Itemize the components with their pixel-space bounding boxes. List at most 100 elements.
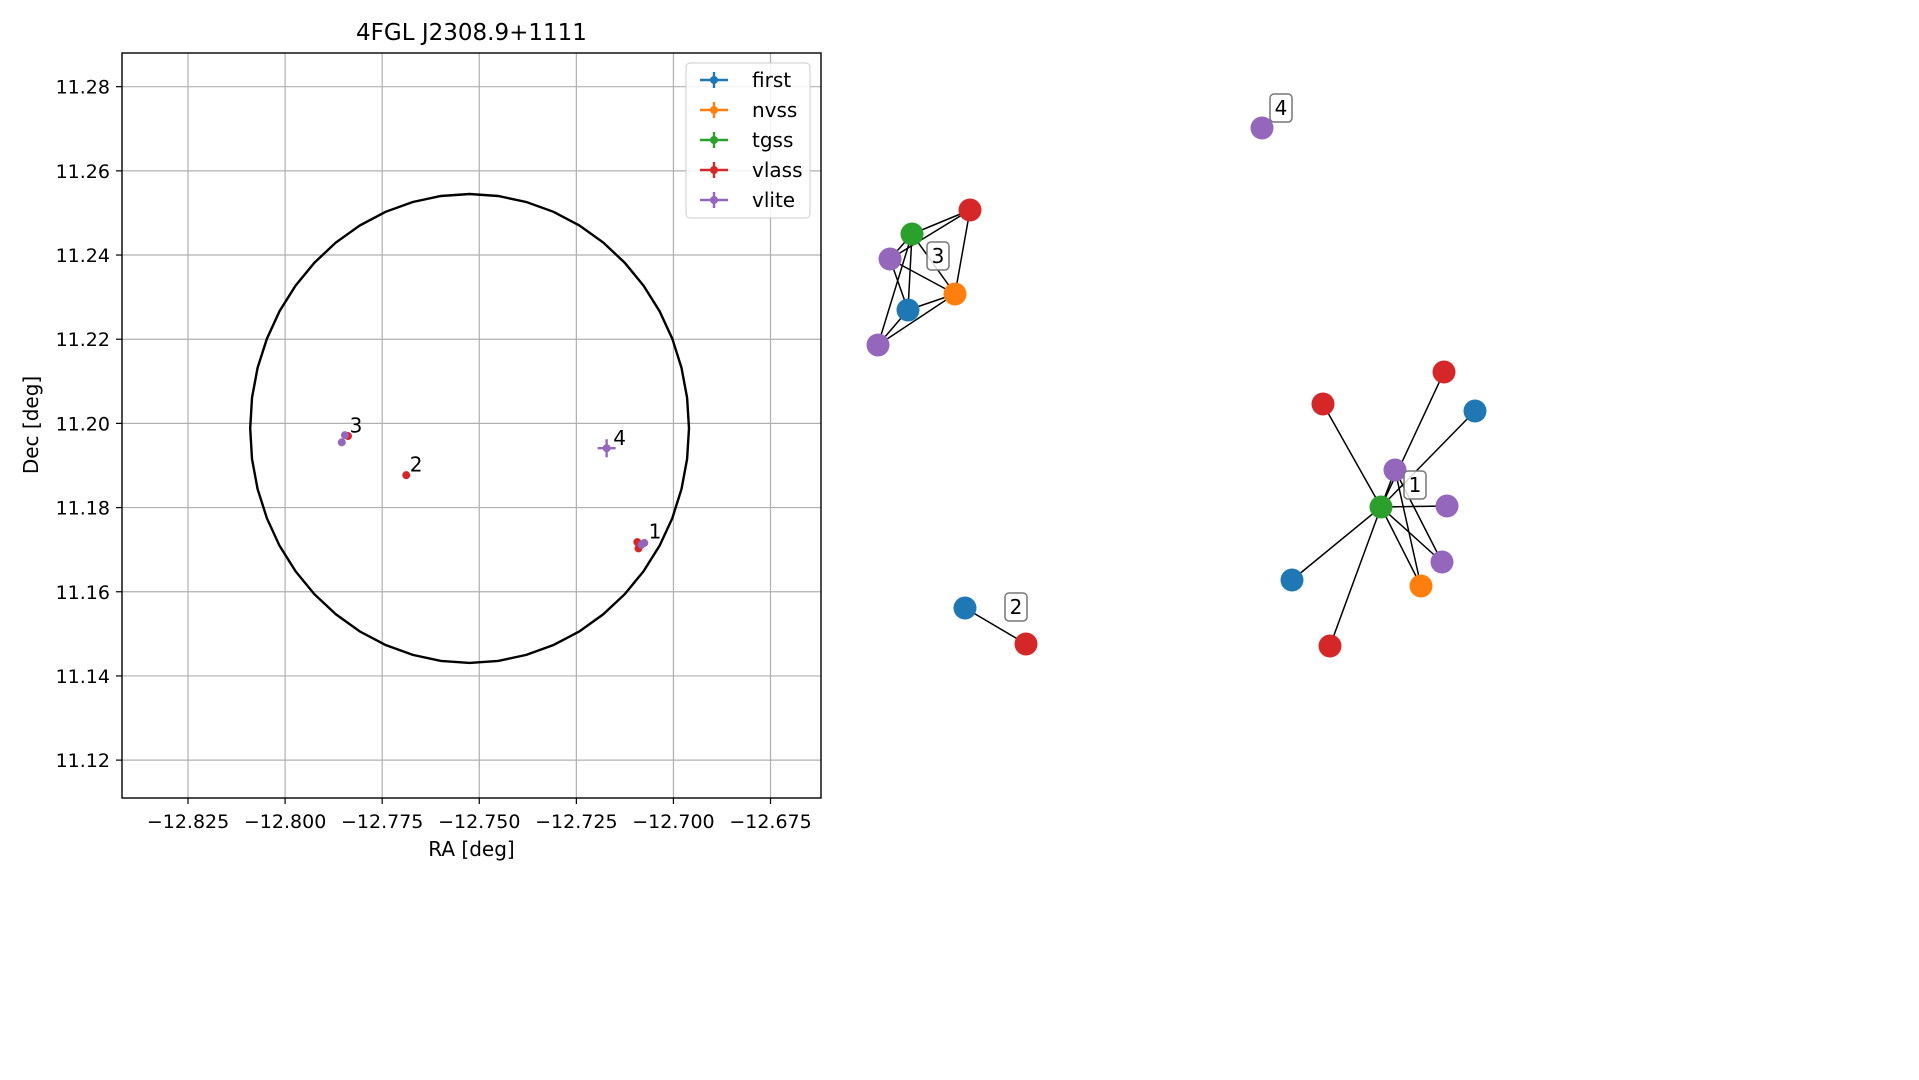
x-ticks: −12.825 −12.800 −12.775 −12.750 −12.725 −12.7…	[147, 798, 812, 833]
source-point-vlite	[340, 431, 349, 440]
x-axis-label: RA [deg]	[428, 837, 514, 861]
network-label: 2	[1004, 592, 1028, 622]
y-tick-label: 11.16	[56, 582, 110, 604]
legend-marker-dot	[710, 76, 718, 84]
y-tick-label: 11.14	[56, 666, 110, 688]
network-node-first	[1280, 568, 1304, 592]
network-node-tgss	[1369, 495, 1393, 519]
y-axis-label: Dec [deg]	[19, 376, 43, 474]
network-edge	[1322, 403, 1382, 508]
network-label-box	[1269, 93, 1293, 123]
network-node-nvss	[943, 282, 967, 306]
network-edge	[907, 233, 913, 311]
y-tick-label: 11.28	[56, 77, 110, 99]
network-node-vlass	[1311, 392, 1335, 416]
source-annotation: 2	[410, 452, 423, 476]
source-annotation: 4	[613, 426, 626, 450]
network-node-vlite	[866, 333, 890, 357]
localization-ellipse	[248, 192, 691, 665]
y-tick-label: 11.22	[56, 329, 110, 351]
association-network: 3 2 4 1	[866, 93, 1487, 658]
legend-label-tgss: tgss	[752, 128, 793, 152]
x-tick-label: −12.675	[729, 811, 811, 833]
annotations-layer: 3 2 4 1	[350, 414, 662, 544]
y-tick-label: 11.12	[56, 750, 110, 772]
y-ticks: 11.12 11.14 11.16 11.18 11.20 11.22 11.24 11.26…	[56, 77, 122, 772]
x-tick-label: −12.725	[535, 811, 617, 833]
y-tick-label: 11.26	[56, 161, 110, 183]
y-tick-label: 11.20	[56, 413, 110, 435]
network-edge	[889, 209, 971, 260]
network-label-box	[1004, 592, 1028, 622]
network-label: 4	[1269, 93, 1293, 123]
network-node-vlite	[878, 247, 902, 271]
network-edges	[877, 209, 1476, 647]
source-point-vlass	[402, 471, 411, 480]
network-edge	[877, 293, 956, 346]
legend-box	[685, 62, 811, 219]
network-edge	[1380, 506, 1443, 563]
network-label-text: 1	[1409, 473, 1422, 497]
legend-marker-dot	[710, 166, 718, 174]
network-edge	[1380, 410, 1476, 508]
network-node-vlite	[1250, 116, 1274, 140]
network-label-box	[926, 241, 950, 271]
network-edge	[954, 209, 971, 295]
network-node-first	[953, 596, 977, 620]
chart-title: 4FGL J2308.9+1111	[356, 20, 587, 46]
source-annotation: 3	[350, 414, 363, 438]
network-node-vlass	[958, 198, 982, 222]
network-node-first	[1463, 399, 1487, 423]
network-edge	[1394, 469, 1422, 587]
network-edge	[1380, 371, 1445, 508]
network-node-vlite	[1383, 458, 1407, 482]
network-node-vlass	[1318, 634, 1342, 658]
x-tick-label: −12.700	[632, 811, 714, 833]
network-label-text: 3	[932, 244, 945, 268]
source-annotation: 1	[649, 520, 662, 544]
network-label: 3	[926, 241, 950, 271]
network-node-vlass	[1432, 360, 1456, 384]
source-point-vlite	[637, 540, 646, 549]
network-edge	[1329, 506, 1382, 647]
network-edge	[1291, 506, 1382, 581]
legend-marker-dot	[710, 136, 718, 144]
ellipse-layer	[248, 192, 691, 665]
legend-label-nvss: nvss	[752, 98, 797, 122]
x-tick-label: −12.775	[341, 811, 423, 833]
legend: first nvss tgss vlass vlite	[685, 62, 811, 219]
network-node-vlass	[1014, 632, 1038, 656]
source-point-vlite	[602, 444, 611, 453]
axes-frame	[121, 52, 822, 799]
network-edge	[964, 607, 1027, 645]
network-label: 1	[1403, 470, 1427, 500]
legend-label-first: first	[752, 68, 791, 92]
network-label-text: 4	[1275, 96, 1288, 120]
network-nodes	[866, 116, 1487, 658]
legend-marker-dot	[710, 196, 718, 204]
y-tick-label: 11.18	[56, 498, 110, 520]
x-tick-label: −12.825	[147, 811, 229, 833]
network-edge	[889, 258, 956, 295]
sky-position-chart: 3 2 4 1 −12.825 −12.800 −12.775 −12.750 −12.725…	[19, 20, 822, 861]
y-tick-label: 11.24	[56, 245, 110, 267]
network-labels: 3 2 4 1	[926, 93, 1427, 622]
legend-marker-dot	[710, 106, 718, 114]
network-node-tgss	[900, 222, 924, 246]
network-label-text: 2	[1010, 595, 1023, 619]
network-edge	[1394, 469, 1443, 563]
network-node-first	[896, 298, 920, 322]
points-layer	[337, 431, 649, 553]
network-node-vlite	[1435, 494, 1459, 518]
legend-label-vlite: vlite	[752, 188, 795, 212]
network-node-nvss	[1409, 574, 1433, 598]
network-label-box	[1403, 470, 1427, 500]
legend-label-vlass: vlass	[752, 158, 803, 182]
x-tick-label: −12.750	[438, 811, 520, 833]
network-edge	[1380, 506, 1422, 587]
network-edge	[877, 233, 913, 346]
x-tick-label: −12.800	[244, 811, 326, 833]
network-node-vlite	[1430, 550, 1454, 574]
grid-lines	[122, 53, 821, 798]
